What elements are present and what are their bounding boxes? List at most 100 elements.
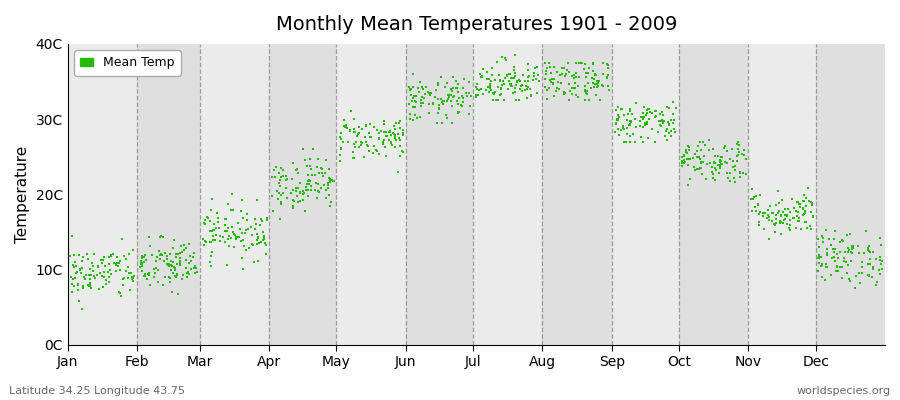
Point (250, 196, 265, 203)
Point (285, 176, 300, 183)
Point (82, 272, 96, 279)
Point (415, 84, 429, 90)
Point (189, 264, 203, 271)
Point (203, 238, 218, 245)
Point (634, 133, 649, 140)
Point (707, 164, 722, 171)
Point (301, 187, 315, 193)
Point (728, 167, 742, 173)
Point (392, 120, 406, 126)
Point (572, 60, 586, 66)
Point (777, 217, 791, 224)
Point (419, 84, 434, 90)
Point (866, 249, 880, 256)
Point (448, 85, 463, 91)
Point (454, 102, 468, 109)
Point (563, 88, 578, 94)
Point (822, 236, 836, 242)
Point (863, 249, 878, 256)
Point (714, 158, 728, 164)
Point (70, 282, 85, 288)
Point (141, 272, 156, 278)
Point (820, 252, 834, 259)
Point (411, 85, 426, 92)
Point (251, 233, 266, 240)
Point (608, 120, 623, 127)
Point (111, 263, 125, 270)
Point (702, 137, 716, 144)
Point (779, 213, 794, 219)
Point (160, 256, 175, 262)
Point (844, 243, 859, 249)
Point (393, 137, 408, 143)
Point (154, 251, 168, 258)
Point (302, 181, 316, 188)
Point (695, 171, 709, 177)
Point (513, 86, 527, 93)
Point (166, 270, 180, 277)
Point (388, 132, 402, 138)
Point (122, 270, 136, 276)
Point (769, 212, 783, 218)
Point (611, 117, 625, 123)
Point (579, 74, 593, 80)
Point (173, 258, 187, 265)
Point (826, 254, 841, 260)
Point (179, 270, 194, 276)
Point (713, 163, 727, 170)
Point (446, 93, 461, 99)
Point (752, 218, 767, 225)
Point (767, 220, 781, 227)
Point (599, 74, 614, 80)
Point (829, 268, 843, 275)
Point (716, 144, 731, 151)
Point (481, 84, 495, 91)
Point (142, 243, 157, 249)
Point (714, 161, 728, 167)
Point (507, 64, 521, 70)
Point (382, 137, 396, 143)
Point (550, 84, 564, 91)
Point (515, 82, 529, 88)
Point (814, 233, 829, 240)
Point (159, 253, 174, 260)
Point (302, 156, 317, 162)
Point (275, 190, 290, 196)
Point (416, 86, 430, 92)
Point (94, 257, 108, 264)
Point (480, 76, 494, 82)
Point (224, 234, 238, 241)
Point (654, 117, 669, 123)
Point (619, 130, 634, 137)
Point (566, 85, 580, 92)
Point (102, 254, 116, 261)
Point (493, 86, 508, 93)
Point (768, 222, 782, 228)
Point (614, 127, 628, 134)
Point (333, 152, 347, 158)
Point (394, 148, 409, 154)
Point (692, 166, 706, 173)
Point (629, 124, 643, 131)
Point (623, 133, 637, 139)
Point (86, 268, 101, 274)
Point (716, 161, 730, 167)
Bar (815, 44, 885, 344)
Point (220, 228, 234, 235)
Point (783, 217, 797, 223)
Point (567, 80, 581, 86)
Point (873, 270, 887, 277)
Point (413, 103, 428, 110)
Point (713, 165, 727, 171)
Point (376, 128, 391, 135)
Point (183, 252, 197, 259)
Point (338, 123, 352, 129)
Point (452, 95, 466, 101)
Point (705, 164, 719, 170)
Point (802, 198, 816, 204)
Point (315, 166, 329, 172)
Point (818, 226, 832, 233)
Point (788, 224, 803, 231)
Point (435, 120, 449, 126)
Point (65, 289, 79, 295)
